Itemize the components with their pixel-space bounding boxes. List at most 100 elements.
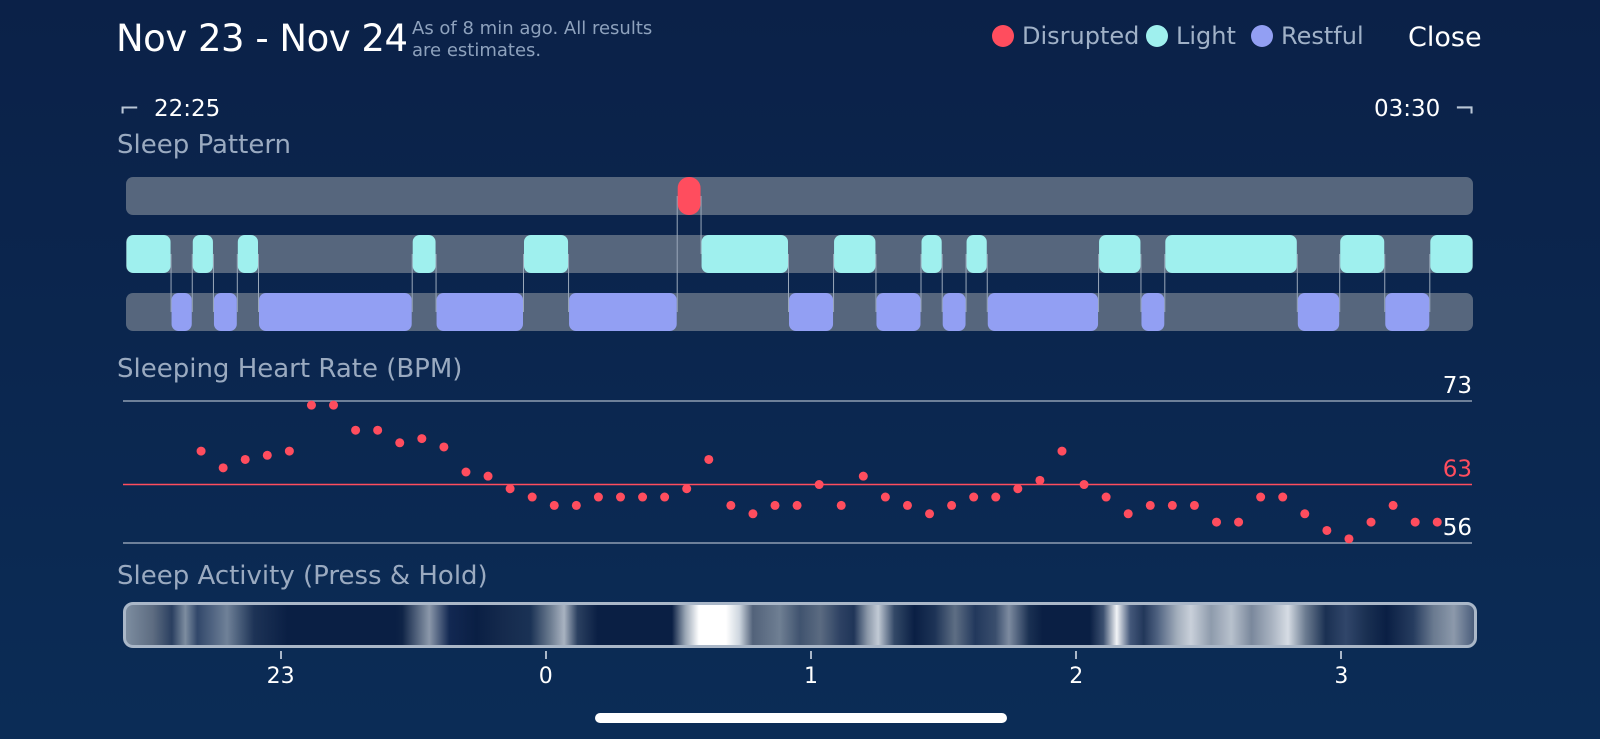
pattern-segment-light — [1165, 235, 1297, 273]
pattern-segment-restful — [942, 293, 966, 331]
right-bracket-icon: ¬ — [1454, 94, 1476, 123]
pattern-segment-restful — [1297, 293, 1340, 331]
activity-axis-tick: 23 — [266, 664, 295, 689]
pattern-segment-restful — [987, 293, 1099, 331]
start-time-value: 22:25 — [153, 95, 221, 122]
pattern-segment-restful — [1141, 293, 1165, 331]
heart-rate-point — [483, 471, 493, 481]
heart-rate-point — [593, 492, 603, 502]
heart-rate-point — [1366, 517, 1376, 527]
heart-rate-point — [461, 467, 471, 477]
estimate-note: As of 8 min ago. All results are estimat… — [412, 18, 653, 61]
heart-rate-point — [704, 454, 714, 464]
pattern-track-disrupted — [126, 177, 1473, 215]
heart-rate-point — [748, 509, 758, 519]
date-range-title: Nov 23 - Nov 24 — [116, 17, 408, 60]
heart-rate-point — [1167, 500, 1177, 510]
pattern-segment-light — [1340, 235, 1385, 273]
heart-rate-point — [505, 484, 515, 494]
heart-rate-point — [1212, 517, 1222, 527]
light-swatch-icon — [1146, 25, 1168, 47]
heart-rate-point — [218, 463, 228, 473]
heart-rate-title: Sleeping Heart Rate (BPM) — [117, 354, 463, 384]
heart-rate-point — [1013, 484, 1023, 494]
heart-rate-gridline-label: 56 — [1443, 515, 1472, 541]
heart-rate-point — [1410, 517, 1420, 527]
pattern-segment-restful — [171, 293, 192, 331]
pattern-segment-light — [192, 235, 213, 273]
heart-rate-point — [1388, 500, 1398, 510]
heart-rate-point — [1189, 500, 1199, 510]
heart-rate-point — [682, 484, 692, 494]
sleep-pattern-title: Sleep Pattern — [117, 130, 292, 160]
heart-rate-point — [240, 454, 250, 464]
restful-swatch-icon — [1251, 25, 1273, 47]
heart-rate-point — [814, 480, 824, 490]
pattern-segment-restful — [1385, 293, 1430, 331]
heart-rate-point — [262, 450, 272, 460]
disrupted-swatch-icon — [992, 25, 1014, 47]
pattern-segment-light — [966, 235, 987, 273]
heart-rate-point — [902, 500, 912, 510]
heart-rate-gridline-label: 73 — [1443, 373, 1472, 399]
pattern-segment-light — [834, 235, 876, 273]
heart-rate-point — [836, 500, 846, 510]
heart-rate-point — [858, 471, 868, 481]
activity-axis-tick: 0 — [538, 664, 553, 689]
heart-rate-point — [726, 500, 736, 510]
pattern-segment-restful — [876, 293, 921, 331]
pattern-segment-light — [1430, 235, 1473, 273]
activity-axis-tick: 2 — [1069, 664, 1084, 689]
heart-rate-point — [792, 500, 802, 510]
heart-rate-point — [1300, 509, 1310, 519]
pattern-segment-light — [237, 235, 259, 273]
pattern-segment-restful — [259, 293, 412, 331]
start-time: ⌐ 22:25 — [119, 94, 220, 123]
pattern-segment-light — [524, 235, 569, 273]
legend-light: Light — [1146, 22, 1236, 50]
heart-rate-point — [880, 492, 890, 502]
activity-axis-tick-mark — [810, 651, 812, 659]
heart-rate-point — [395, 438, 405, 448]
pattern-segment-disrupted — [677, 177, 701, 215]
heart-rate-point — [660, 492, 670, 502]
heart-rate-point — [925, 509, 935, 519]
pattern-segment-restful — [789, 293, 834, 331]
activity-axis-tick: 3 — [1334, 664, 1349, 689]
home-indicator[interactable] — [595, 713, 1007, 723]
heart-rate-point — [1123, 509, 1133, 519]
legend-disrupted-label: Disrupted — [1022, 22, 1140, 50]
legend-light-label: Light — [1176, 22, 1236, 50]
heart-rate-point — [615, 492, 625, 502]
heart-rate-point — [1322, 525, 1332, 535]
activity-axis-tick-mark — [279, 651, 282, 659]
activity-axis-tick-mark — [1075, 651, 1078, 659]
heart-rate-point — [1101, 492, 1111, 502]
pattern-segment-restful — [436, 293, 524, 331]
heart-rate-point — [417, 434, 427, 444]
heart-rate-point — [1057, 446, 1067, 456]
heart-rate-point — [1278, 492, 1288, 502]
heart-rate-point — [196, 446, 206, 456]
heart-rate-point — [770, 500, 780, 510]
end-time: 03:30 ¬ — [1374, 94, 1475, 123]
close-button[interactable]: Close — [1408, 22, 1482, 53]
legend-disrupted: Disrupted — [992, 22, 1139, 50]
heart-rate-point — [1432, 517, 1442, 527]
heart-rate-point — [991, 492, 1001, 502]
legend-restful-label: Restful — [1281, 22, 1364, 50]
pattern-segment-light — [701, 235, 789, 273]
activity-axis-tick-mark — [544, 651, 547, 659]
pattern-segment-light — [921, 235, 942, 273]
heart-rate-point — [571, 500, 581, 510]
legend-restful: Restful — [1251, 22, 1364, 50]
heart-rate-point — [947, 500, 957, 510]
sleep-activity-bar[interactable] — [123, 602, 1477, 648]
heart-rate-point — [329, 400, 339, 410]
activity-axis-tick: 1 — [804, 664, 818, 689]
end-time-value: 03:30 — [1374, 95, 1441, 122]
heart-rate-point — [1035, 475, 1045, 485]
heart-rate-point — [638, 492, 648, 502]
